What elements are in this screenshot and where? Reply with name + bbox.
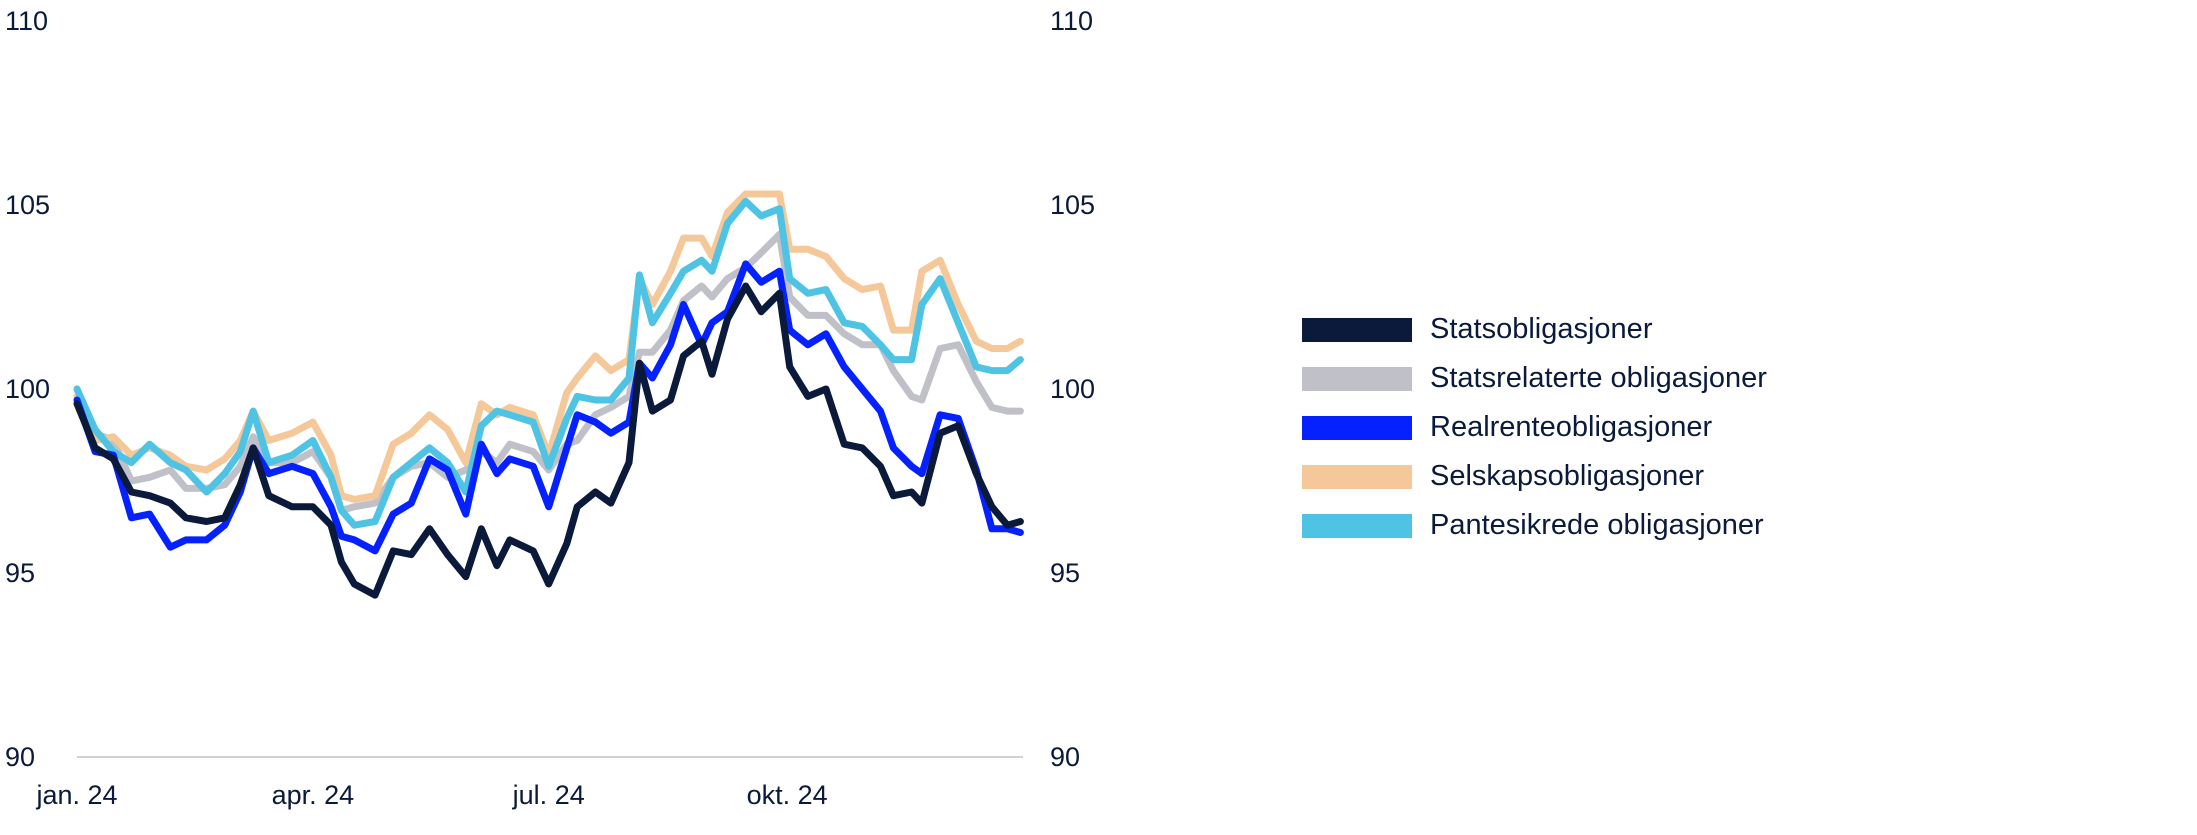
legend-item-statsobligasjoner: Statsobligasjoner xyxy=(1302,305,1767,354)
legend-swatch xyxy=(1302,415,1412,440)
legend-label: Selskapsobligasjoner xyxy=(1430,460,1705,492)
y-tick-label-left: 95 xyxy=(5,558,35,588)
y-axis-right: 110 105 100 95 90 xyxy=(1050,6,1095,772)
legend-swatch xyxy=(1302,317,1412,342)
x-tick-label: jan. 24 xyxy=(35,780,117,810)
y-tick-label-left: 110 xyxy=(5,6,48,36)
legend-item-pantesikrede: Pantesikrede obligasjoner xyxy=(1302,501,1767,550)
legend-swatch xyxy=(1302,513,1412,538)
series-line-realrenteobligasjoner xyxy=(73,260,1024,555)
legend-label: Statsrelaterte obligasjoner xyxy=(1430,362,1767,394)
x-axis: jan. 24 apr. 24 jul. 24 okt. 24 xyxy=(35,780,827,810)
x-tick-label: apr. 24 xyxy=(272,780,355,810)
series-line-pantesikrede-obligasjoner xyxy=(73,197,1024,529)
y-tick-label-right: 90 xyxy=(1050,742,1080,772)
y-tick-label-right: 95 xyxy=(1050,558,1080,588)
y-tick-label-right: 100 xyxy=(1050,374,1095,404)
y-tick-label-right: 105 xyxy=(1050,190,1095,220)
legend-swatch xyxy=(1302,464,1412,489)
y-axis-left: 110 105 100 95 90 xyxy=(5,6,50,772)
legend-item-statsrelaterte: Statsrelaterte obligasjoner xyxy=(1302,354,1767,403)
series-lines xyxy=(73,190,1024,599)
legend: Statsobligasjoner Statsrelaterte obligas… xyxy=(1302,305,1767,550)
y-tick-label-left: 90 xyxy=(5,742,35,772)
legend-label: Realrenteobligasjoner xyxy=(1430,411,1713,443)
legend-item-realrente: Realrenteobligasjoner xyxy=(1302,403,1767,452)
y-tick-label-left: 105 xyxy=(5,190,50,220)
y-tick-label-right: 110 xyxy=(1050,6,1093,36)
legend-label: Pantesikrede obligasjoner xyxy=(1430,509,1764,541)
series-line-statsobligasjoner xyxy=(73,282,1024,599)
y-tick-label-left: 100 xyxy=(5,374,50,404)
legend-item-selskap: Selskapsobligasjoner xyxy=(1302,452,1767,501)
x-tick-label: jul. 24 xyxy=(512,780,585,810)
legend-swatch xyxy=(1302,366,1412,391)
x-tick-label: okt. 24 xyxy=(747,780,828,810)
legend-label: Statsobligasjoner xyxy=(1430,313,1653,345)
